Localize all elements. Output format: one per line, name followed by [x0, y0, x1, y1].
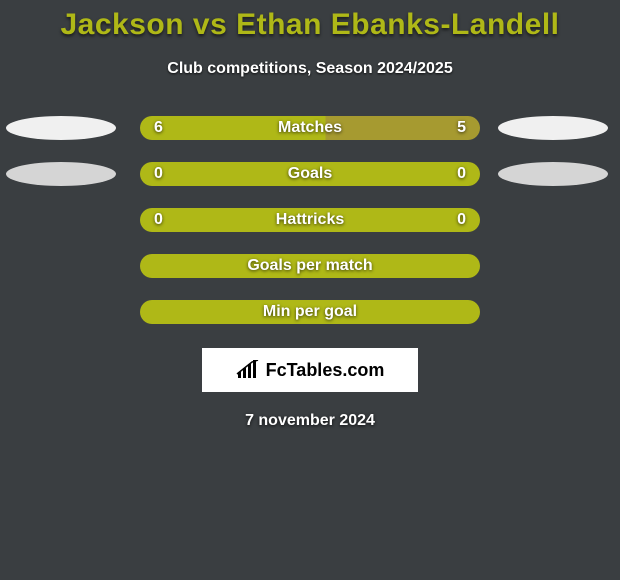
- stat-bar: Goals per match: [140, 254, 480, 278]
- stat-right-value: 0: [457, 165, 466, 183]
- stat-bar: 0 Goals 0: [140, 162, 480, 186]
- stat-row-goals-per-match: Goals per match: [0, 254, 620, 278]
- stat-rows: 6 Matches 5 0 Goals 0 0 Hattricks 0: [0, 116, 620, 324]
- player1-ellipse: [6, 162, 116, 186]
- logo-text: FcTables.com: [266, 360, 385, 381]
- stat-left-value: 0: [154, 211, 163, 229]
- player2-ellipse: [498, 116, 608, 140]
- stat-label: Goals: [288, 165, 332, 183]
- stat-row-matches: 6 Matches 5: [0, 116, 620, 140]
- stat-left-value: 0: [154, 165, 163, 183]
- stat-bar: 0 Hattricks 0: [140, 208, 480, 232]
- stat-label: Matches: [278, 119, 342, 137]
- page-title: Jackson vs Ethan Ebanks-Landell: [60, 8, 559, 42]
- page-subtitle: Club competitions, Season 2024/2025: [167, 60, 452, 78]
- bar-chart-icon: [236, 360, 260, 380]
- comparison-widget: Jackson vs Ethan Ebanks-Landell Club com…: [0, 0, 620, 430]
- stat-right-value: 0: [457, 211, 466, 229]
- fctables-logo[interactable]: FcTables.com: [202, 348, 418, 392]
- stat-label: Min per goal: [263, 303, 357, 321]
- date-label: 7 november 2024: [245, 412, 375, 430]
- player2-ellipse: [498, 162, 608, 186]
- stat-row-min-per-goal: Min per goal: [0, 300, 620, 324]
- stat-row-hattricks: 0 Hattricks 0: [0, 208, 620, 232]
- stat-right-value: 5: [457, 119, 466, 137]
- stat-left-value: 6: [154, 119, 163, 137]
- stat-bar: 6 Matches 5: [140, 116, 480, 140]
- stat-label: Goals per match: [247, 257, 372, 275]
- player1-ellipse: [6, 116, 116, 140]
- stat-row-goals: 0 Goals 0: [0, 162, 620, 186]
- stat-label: Hattricks: [276, 211, 344, 229]
- stat-bar: Min per goal: [140, 300, 480, 324]
